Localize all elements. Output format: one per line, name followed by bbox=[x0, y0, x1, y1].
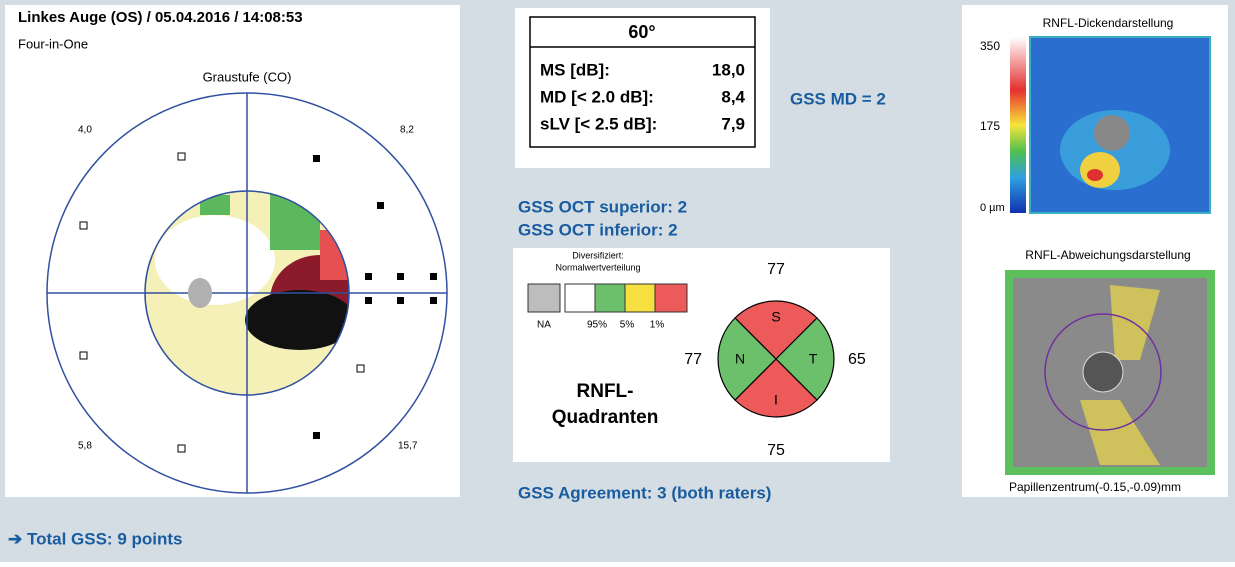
quadrant-value: 5,8 bbox=[78, 441, 92, 452]
table-header: 60° bbox=[628, 22, 655, 42]
footer: ➔ Total GSS: 9 points bbox=[8, 529, 183, 548]
panel-subtitle: Four-in-One bbox=[18, 36, 88, 51]
table-cell: 18,0 bbox=[712, 60, 745, 79]
gss-md: GSS MD = 2 bbox=[790, 89, 886, 108]
deviation-title: RNFL-Abweichungsdarstellung bbox=[1025, 248, 1190, 262]
quadrant-letter: I bbox=[774, 392, 778, 408]
oct-panel: RNFL-Dickendarstellung 350 175 0 µm RNFL… bbox=[962, 5, 1228, 497]
footer-bar bbox=[0, 510, 1235, 562]
table-cell: 8,4 bbox=[721, 87, 745, 106]
quadrant-title: Quadranten bbox=[552, 407, 659, 428]
table-cell: MD [< 2.0 dB]: bbox=[540, 87, 654, 106]
scale-label: 350 bbox=[980, 39, 1000, 53]
quadrant-letter: T bbox=[809, 351, 818, 367]
plot-title: Graustufe (CO) bbox=[203, 69, 292, 84]
quadrant-letter: N bbox=[735, 351, 745, 367]
table-cell: MS [dB]: bbox=[540, 60, 610, 79]
rnfl-quadrant-panel: Diversifiziert: Normalwertverteilung NA … bbox=[513, 248, 890, 462]
gss-agreement: GSS Agreement: 3 (both raters) bbox=[518, 483, 771, 502]
legend-label: 1% bbox=[650, 320, 665, 331]
quadrant-value: 65 bbox=[848, 351, 866, 368]
scale-label: 175 bbox=[980, 119, 1000, 133]
gss-oct: GSS OCT superior: 2 bbox=[518, 197, 687, 216]
quadrant-letter: S bbox=[771, 309, 780, 325]
table-cell: sLV [< 2.5 dB]: bbox=[540, 114, 657, 133]
figure: Linkes Auge (OS) / 05.04.2016 / 14:08:53… bbox=[0, 0, 1235, 562]
quadrant-value: 4,0 bbox=[78, 125, 92, 136]
legend-title: Normalwertverteilung bbox=[555, 262, 640, 272]
thickness-title: RNFL-Dickendarstellung bbox=[1043, 16, 1174, 30]
table-cell: 7,9 bbox=[721, 114, 745, 133]
legend-title: Diversifiziert: bbox=[572, 250, 624, 260]
scale-label: 0 µm bbox=[980, 202, 1005, 214]
quadrant-value: 75 bbox=[767, 442, 785, 459]
ms-table: 60° MS [dB]: 18,0 MD [< 2.0 dB]: 8,4 sLV… bbox=[515, 8, 770, 168]
quadrant-title: RNFL- bbox=[577, 381, 634, 402]
legend-label: 95% bbox=[587, 320, 607, 331]
legend-label: 5% bbox=[620, 320, 635, 331]
quadrant-value: 8,2 bbox=[400, 125, 414, 136]
gss-oct: GSS OCT inferior: 2 bbox=[518, 220, 678, 239]
center-note: Papillenzentrum(-0.15,-0.09)mm bbox=[1009, 480, 1181, 494]
legend-label: NA bbox=[537, 320, 551, 331]
quadrant-value: 77 bbox=[767, 261, 785, 278]
quadrant-value: 15,7 bbox=[398, 441, 418, 452]
quadrant-value: 77 bbox=[684, 351, 702, 368]
visual-field-panel: Linkes Auge (OS) / 05.04.2016 / 14:08:53… bbox=[5, 5, 460, 497]
panel-title: Linkes Auge (OS) / 05.04.2016 / 14:08:53 bbox=[18, 9, 303, 26]
